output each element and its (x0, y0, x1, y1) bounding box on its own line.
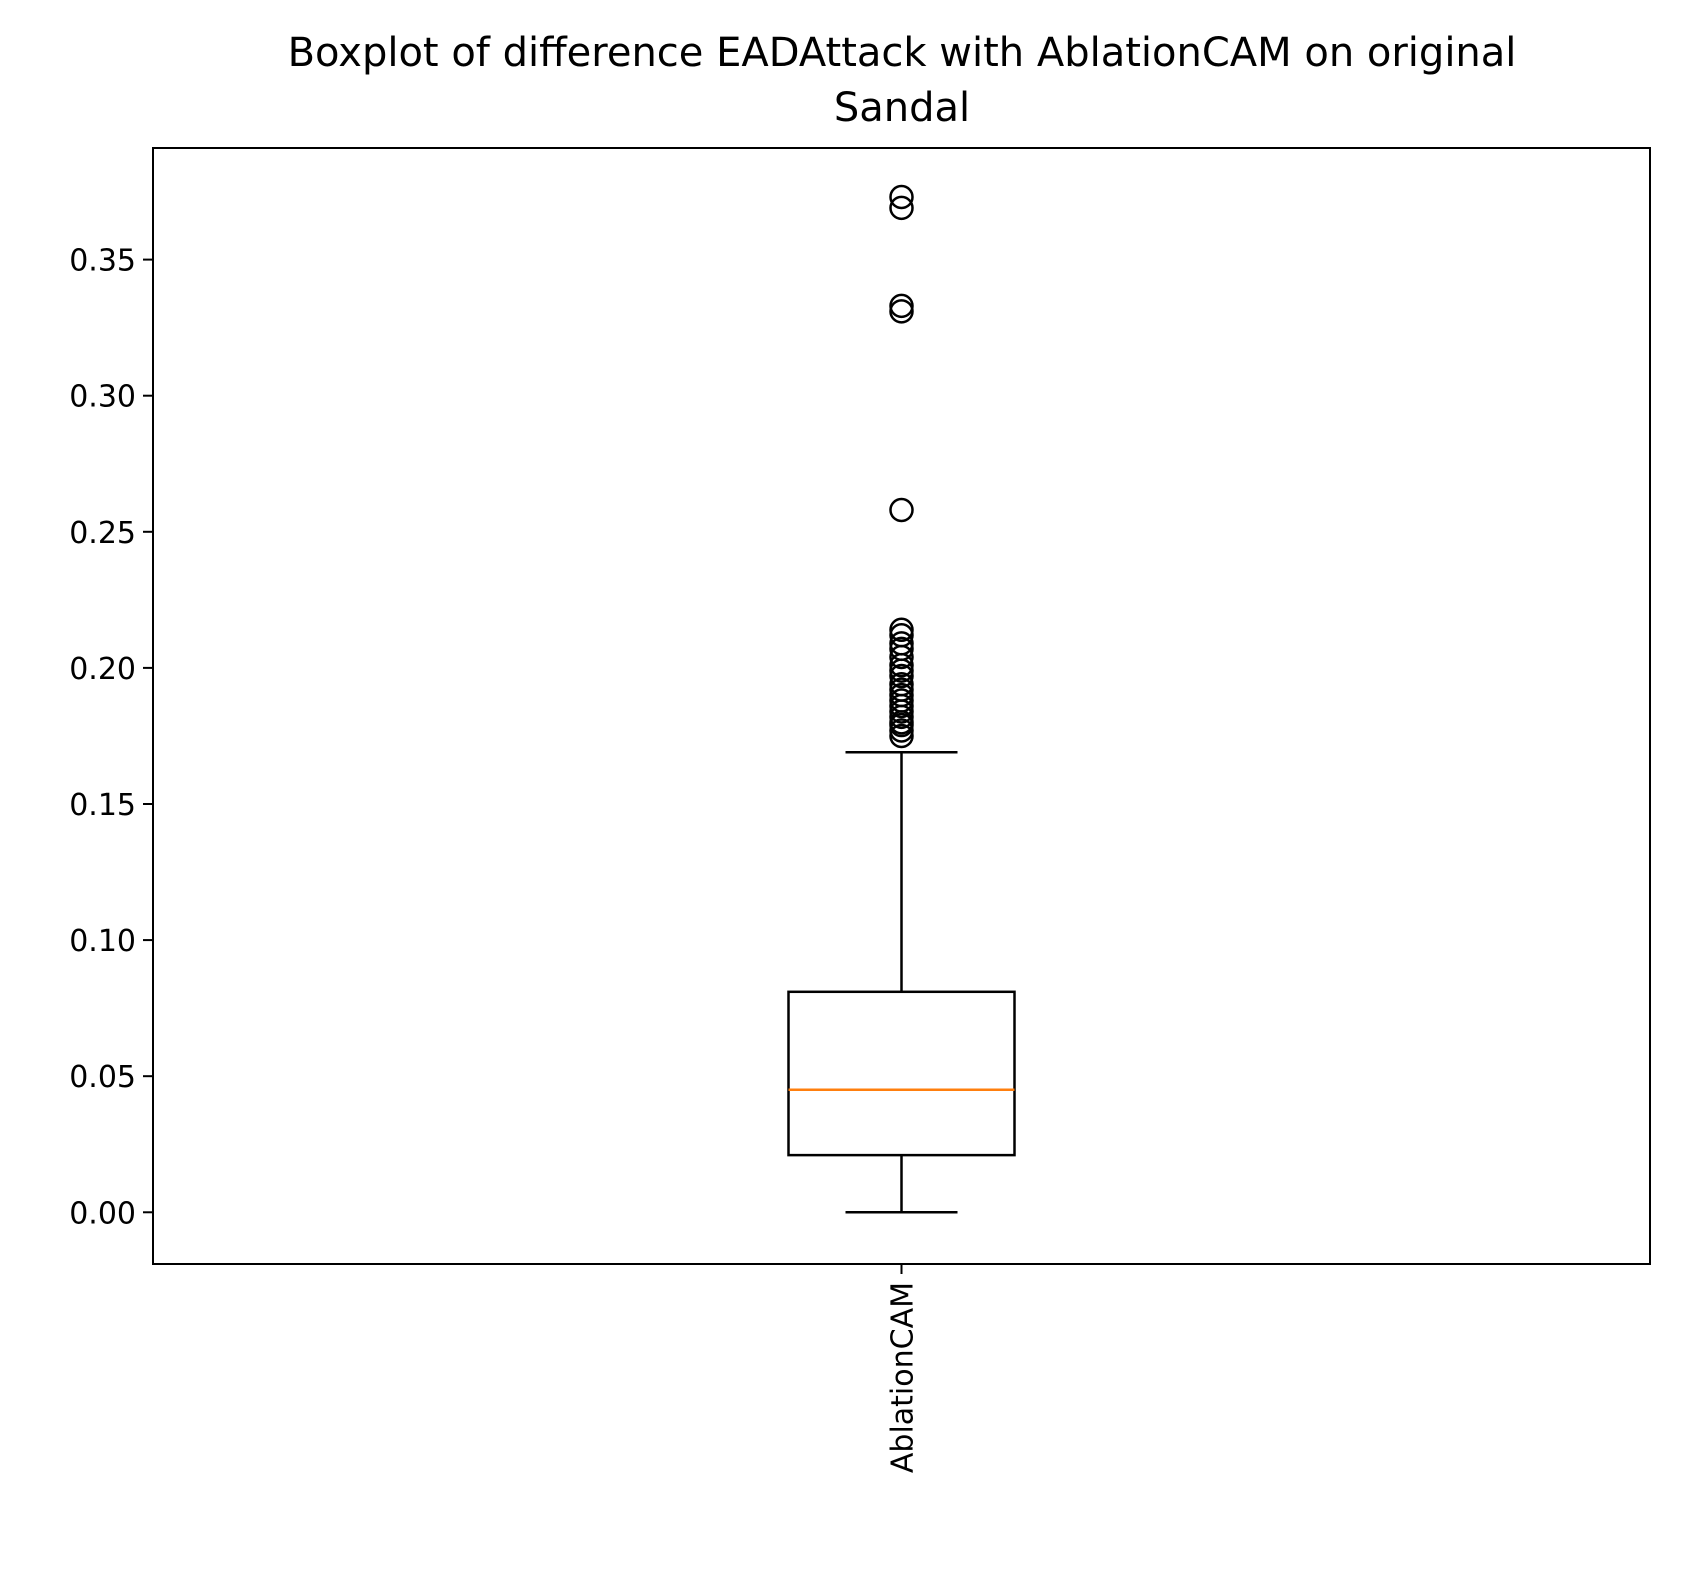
y-tick-label: 0.10 (69, 924, 136, 959)
outlier-point (889, 688, 914, 713)
outlier-point (889, 617, 914, 643)
outlier-point (889, 184, 914, 210)
chart-title-line-1: Boxplot of difference EADAttack with Abl… (288, 30, 1517, 76)
outlier-point (889, 622, 914, 648)
outlier-point (889, 636, 914, 662)
plot-area: 0.00 0.05 0.10 0.15 0.20 0.25 0.30 0.35 Ablation… (69, 147, 1651, 1473)
outlier-point (889, 677, 914, 702)
chart-title-line-2: Sandal (834, 85, 970, 131)
outlier-point (889, 723, 914, 749)
y-tick-label: 0.15 (69, 788, 136, 823)
x-tick-label: AblationCAM (886, 1282, 921, 1473)
outlier-point (889, 497, 914, 523)
outlier-point (889, 195, 914, 221)
outlier-point (889, 299, 914, 324)
outlier-point (889, 293, 914, 319)
y-tick-label: 0.30 (69, 380, 136, 415)
outlier-point (889, 663, 914, 689)
outlier-point (889, 682, 914, 708)
y-tick-label: 0.25 (69, 516, 136, 551)
outlier-point (889, 718, 914, 743)
box-iqr (787, 990, 1016, 1157)
y-tick-label: 0.35 (69, 244, 136, 279)
outlier-point (889, 671, 914, 697)
y-tick-label: 0.20 (69, 652, 136, 687)
y-tick-label: 0.00 (69, 1196, 136, 1231)
y-tick-label: 0.05 (69, 1060, 136, 1095)
outlier-point (889, 631, 914, 656)
